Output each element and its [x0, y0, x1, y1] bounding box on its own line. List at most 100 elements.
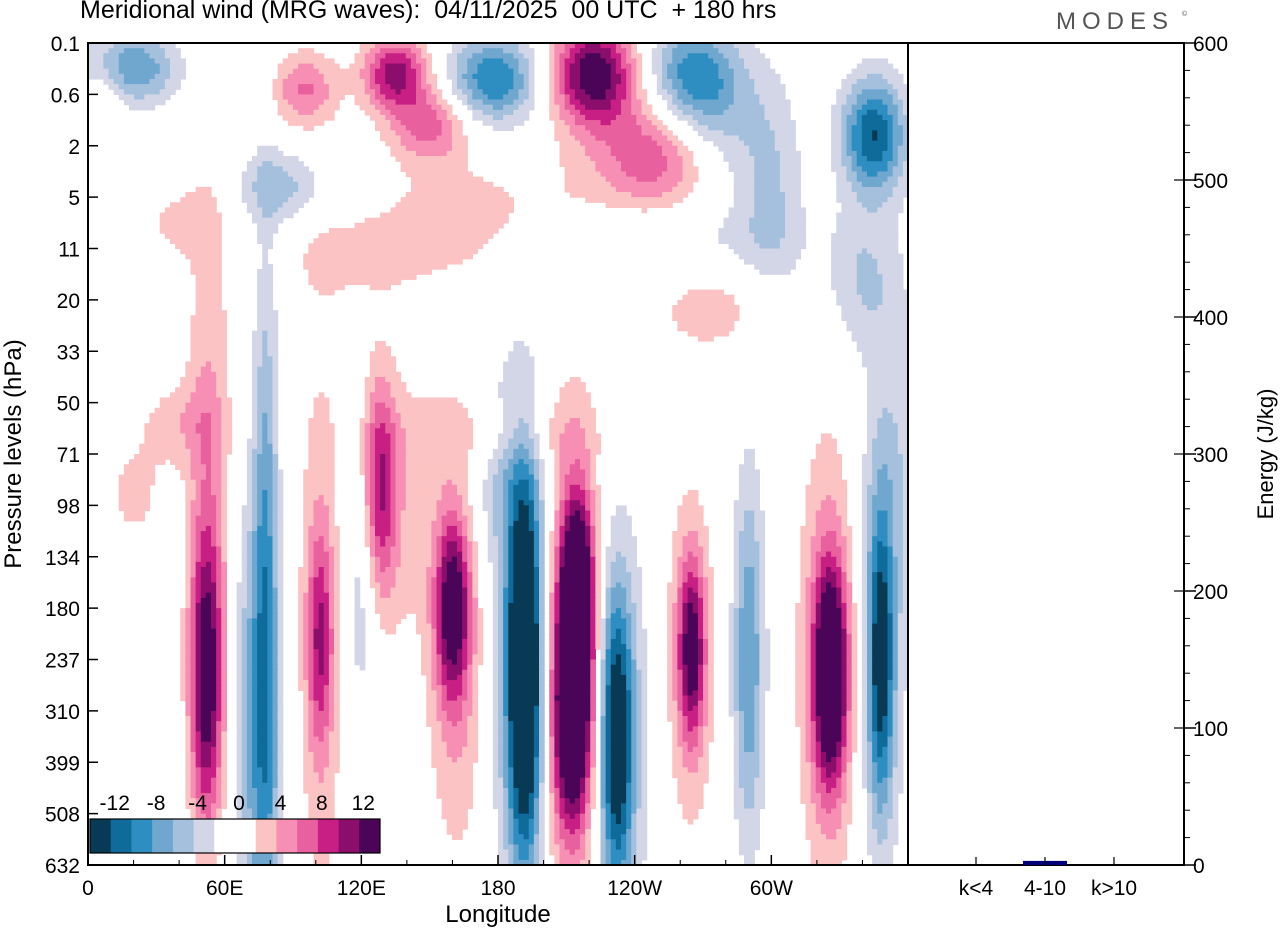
- contour-cell: [211, 623, 217, 630]
- contour-cell: [457, 68, 468, 75]
- contour-cell: [815, 592, 822, 599]
- contour-cell: [877, 484, 894, 491]
- contour-cell: [200, 443, 212, 450]
- contour-cell: [815, 454, 842, 460]
- contour-cell: [754, 567, 760, 573]
- contour-cell: [549, 104, 561, 111]
- contour-cell: [380, 99, 397, 106]
- contour-cell: [861, 299, 883, 306]
- contour-cell: [728, 659, 735, 666]
- contour-cell: [672, 536, 684, 542]
- contour-cell: [364, 525, 371, 532]
- contour-cell: [221, 561, 227, 568]
- contour-cell: [236, 592, 248, 599]
- contour-cell: [641, 721, 648, 727]
- contour-cell: [503, 58, 520, 65]
- contour-cell: [180, 685, 186, 691]
- contour-cell: [667, 649, 673, 655]
- contour-cell: [687, 608, 694, 614]
- contour-cell: [846, 150, 858, 157]
- contour-cell: [631, 623, 637, 630]
- contour-cell: [272, 428, 279, 435]
- contour-cell: [441, 628, 463, 635]
- contour-cell: [462, 561, 468, 568]
- contour-cell: [528, 515, 535, 522]
- contour-cell: [590, 644, 596, 650]
- contour-cell: [867, 721, 873, 727]
- contour-cell: [533, 495, 540, 501]
- contour-cell: [877, 685, 889, 691]
- contour-cell: [585, 428, 596, 435]
- contour-cell: [887, 525, 894, 532]
- contour-cell: [334, 674, 340, 681]
- contour-cell: [810, 633, 817, 640]
- contour-cell: [872, 592, 878, 599]
- contour-cell: [621, 109, 632, 116]
- contour-cell: [815, 520, 842, 527]
- contour-cell: [703, 577, 709, 584]
- contour-cell: [805, 680, 812, 686]
- contour-cell: [257, 469, 274, 476]
- contour-cell: [364, 484, 371, 491]
- contour-cell: [723, 84, 735, 90]
- contour-cell: [892, 515, 904, 522]
- contour-cell: [405, 474, 468, 481]
- contour-cell: [211, 541, 217, 548]
- contour-cell: [241, 664, 248, 671]
- contour-cell: [846, 602, 853, 609]
- contour-cell: [118, 84, 166, 90]
- contour-cell: [88, 53, 104, 60]
- contour-cell: [856, 289, 883, 296]
- contour-cell: [467, 587, 473, 594]
- contour-cell: [539, 700, 545, 707]
- contour-cell: [400, 520, 432, 527]
- contour-cell: [190, 515, 197, 522]
- contour-cell: [298, 613, 304, 619]
- contour-cell: [503, 515, 509, 522]
- contour-cell: [221, 525, 227, 532]
- contour-cell: [559, 515, 566, 522]
- contour-cell: [287, 197, 309, 203]
- contour-cell: [400, 551, 432, 558]
- contour-cell: [498, 577, 504, 584]
- contour-cell: [554, 654, 561, 661]
- contour-cell: [682, 685, 689, 691]
- contour-cell: [677, 674, 684, 681]
- contour-cell: [682, 608, 689, 614]
- contour-cell: [462, 536, 468, 542]
- contour-cell: [277, 716, 284, 722]
- contour-cell: [308, 433, 335, 440]
- contour-cell: [385, 454, 391, 460]
- contour-cell: [703, 572, 714, 578]
- contour-cell: [436, 94, 443, 101]
- contour-cell: [472, 556, 479, 563]
- contour-cell: [677, 623, 684, 630]
- contour-cell: [421, 638, 432, 645]
- contour-cell: [508, 525, 514, 532]
- contour-cell: [508, 680, 540, 686]
- contour-cell: [354, 222, 504, 229]
- contour-cell: [416, 68, 422, 75]
- contour-cell: [221, 669, 227, 676]
- contour-cell: [328, 654, 335, 661]
- contour-cell: [518, 63, 530, 70]
- contour-cell: [615, 582, 622, 589]
- contour-cell: [667, 597, 678, 604]
- contour-cell: [221, 572, 227, 578]
- contour-cell: [533, 567, 540, 573]
- contour-cell: [533, 510, 540, 517]
- contour-cell: [533, 587, 540, 594]
- contour-cell: [313, 238, 489, 244]
- contour-cell: [610, 541, 637, 548]
- contour-cell: [585, 505, 591, 512]
- contour-cell: [503, 541, 509, 548]
- contour-cell: [672, 109, 684, 116]
- contour-cell: [462, 582, 468, 589]
- contour-cell: [703, 690, 709, 697]
- contour-cell: [841, 145, 848, 152]
- contour-cell: [508, 572, 514, 578]
- contour-cell: [733, 716, 740, 722]
- contour-cell: [810, 613, 817, 619]
- contour-cell: [472, 618, 479, 625]
- contour-cell: [277, 551, 284, 558]
